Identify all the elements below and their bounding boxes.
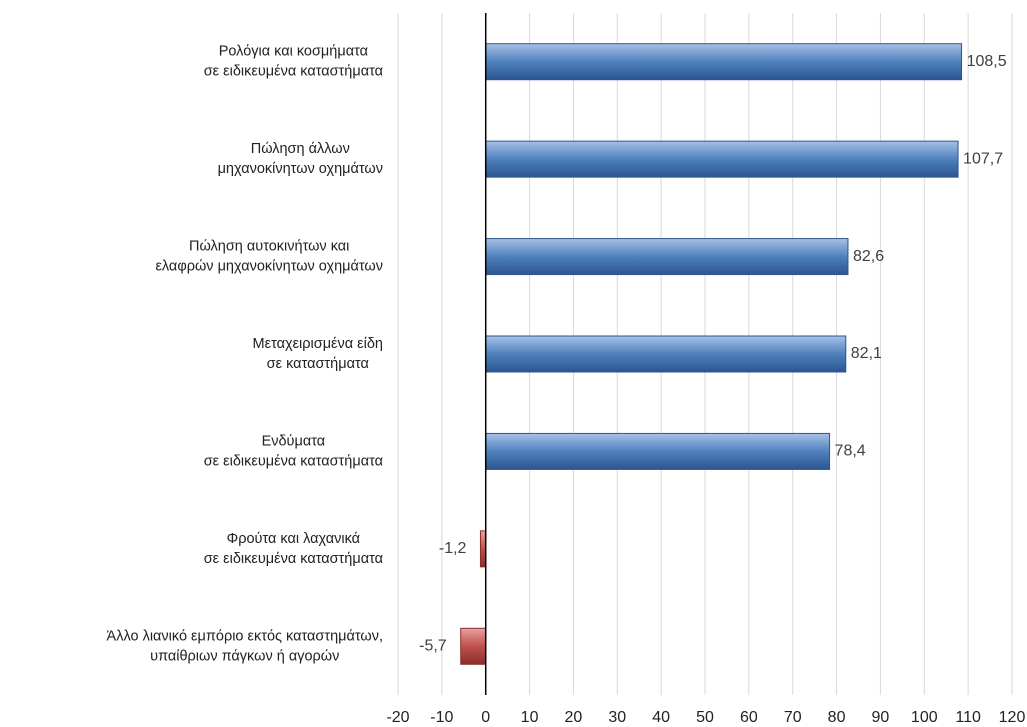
y-tick-label-line: σε ειδικευμένα καταστήματα [204,551,383,567]
y-tick-label: Ενδύματα σε ειδικευμένα καταστήματα [204,433,383,469]
x-tick-label: -10 [430,709,453,726]
x-tick-label: 30 [608,709,626,726]
x-tick-label: 110 [955,709,981,726]
x-tick-label: 70 [784,709,802,726]
y-tick-label-line: Άλλο λιανικό εμπόριο εκτός καταστημάτων, [107,628,383,644]
bar [460,627,487,665]
y-tick-label-line: Ενδύματα [262,433,326,449]
y-tick-label-line: Μεταχειρισμένα είδη [253,336,383,352]
bar [485,335,847,373]
x-tick-label: 50 [696,709,714,726]
x-tick-label: 0 [481,709,490,726]
y-tick-label-line: υπαίθριων πάγκων ή αγορών [150,648,339,664]
y-tick-label: Φρούτα και λαχανικά σε ειδικευμένα καταστ… [204,531,383,567]
x-tick-label: 80 [828,709,846,726]
bar [485,432,831,470]
x-tick-label: 90 [872,709,890,726]
bar [485,140,959,178]
x-tick-label: 60 [740,709,758,726]
y-tick-label: Μεταχειρισμένα είδη σε καταστήματα [253,336,383,372]
y-tick-label-line: Ρολόγια και κοσμήματα [219,44,368,60]
y-tick-label-line: μηχανοκίνητων οχημάτων [218,161,383,177]
y-tick-label-line: Φρούτα και λαχανικά [227,531,360,547]
bar [485,238,849,276]
value-label: -5,7 [419,638,447,655]
x-tick-label: 100 [911,709,938,726]
value-label: 82,1 [851,345,882,362]
y-tick-label-line: σε καταστήματα [267,356,369,372]
y-tick-label: Πώληση αυτοκινήτων και ελαφρών μηχανοκίνη… [155,238,383,274]
y-tick-label-line: ελαφρών μηχανοκίνητων οχημάτων [155,258,383,274]
y-tick-label: Άλλο λιανικό εμπόριο εκτός καταστημάτων,… [107,628,383,664]
bar [479,530,487,568]
value-label: 108,5 [967,53,1007,70]
bar [485,43,963,81]
y-tick-label-line: σε ειδικευμένα καταστήματα [204,453,383,469]
y-tick-label: Ρολόγια και κοσμήματα σε ειδικευμένα κατα… [204,44,383,80]
value-label: 78,4 [835,443,866,460]
y-tick-label-line: σε ειδικευμένα καταστήματα [204,64,383,80]
x-tick-label: 10 [521,709,539,726]
x-tick-label: 40 [652,709,670,726]
y-tick-label-line: Πώληση αυτοκινήτων και [189,238,349,254]
x-tick-label: 20 [565,709,583,726]
value-label: 107,7 [963,150,1003,167]
value-label: -1,2 [439,540,467,557]
value-label: 82,6 [853,248,884,265]
x-tick-label: -20 [386,709,409,726]
x-tick-label: 120 [999,709,1026,726]
y-tick-label-line: Πώληση άλλων [251,141,350,157]
y-tick-label: Πώληση άλλων μηχανοκίνητων οχημάτων [218,141,383,177]
